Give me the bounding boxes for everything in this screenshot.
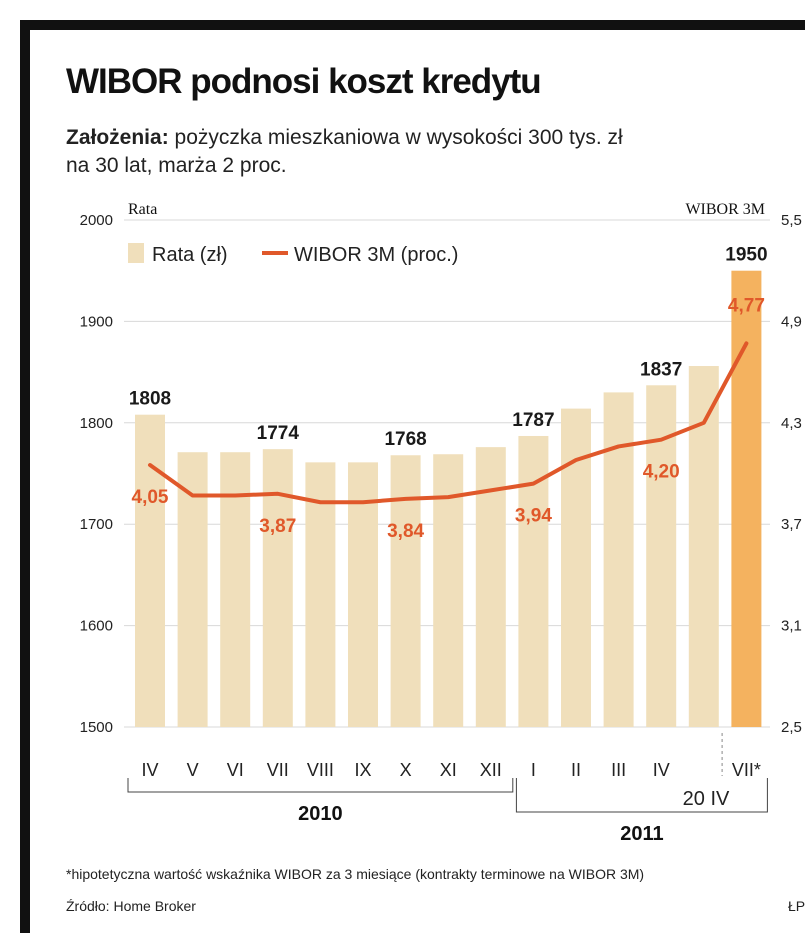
category-label: IX <box>354 760 371 780</box>
wibor-line-path <box>148 341 749 505</box>
source-note: Źródło: Home Broker <box>66 898 196 914</box>
category-label: XI <box>440 760 457 780</box>
bar <box>262 449 293 727</box>
left-tick-label: 1500 <box>80 719 113 736</box>
right-tick-label: 3,1 <box>781 618 802 635</box>
bar-value-label: 1950 <box>725 245 767 266</box>
right-tick-label: 3,7 <box>781 516 802 533</box>
bar <box>603 392 634 727</box>
bar <box>305 462 336 727</box>
year-label-2010: 2010 <box>298 803 343 825</box>
bar <box>731 270 762 727</box>
year-label-2011: 2011 <box>620 823 663 845</box>
footnote: *hipotetyczna wartość wskaźnika WIBOR za… <box>66 866 645 882</box>
chart-title: WIBOR podnosi koszt kredytu <box>66 62 542 101</box>
category-label: VI <box>227 760 244 780</box>
bar <box>348 462 378 727</box>
right-tick-label: 5,5 <box>781 212 802 229</box>
data-labels: 1808 1774 1768 1787 1837 1950 4,05 3,87 3,84 3,94… <box>129 245 768 542</box>
left-tick-label: 1700 <box>80 516 113 533</box>
category-label: II <box>571 760 581 780</box>
category-label: IV <box>141 760 158 780</box>
bar-value-label: 1787 <box>512 410 554 431</box>
right-tick-label: 4,3 <box>781 415 802 432</box>
left-tick-label: 2000 <box>80 212 113 229</box>
category-label: XII <box>480 760 502 780</box>
line-value-label: 3,94 <box>515 506 552 527</box>
bar <box>390 455 421 727</box>
right-axis-title: WIBOR 3M <box>685 201 765 218</box>
left-axis-title: Rata <box>128 201 157 218</box>
subtitle-lead: Założenia: <box>66 126 169 149</box>
category-label: I <box>531 760 536 780</box>
line-value-label: 4,77 <box>728 295 765 316</box>
category-label: III <box>611 760 626 780</box>
subtitle-line-2: na 30 lat, marża 2 proc. <box>66 154 287 177</box>
bar <box>135 414 165 727</box>
legend-line-label: WIBOR 3M (proc.) <box>294 244 458 266</box>
bracket-2011 <box>515 778 768 813</box>
line-value-label: 3,87 <box>259 516 296 537</box>
line-value-label: 4,05 <box>132 487 169 508</box>
left-tick-label: 1800 <box>80 415 113 432</box>
wibor-line <box>148 341 749 505</box>
bar-value-label: 1808 <box>129 389 171 410</box>
left-tick-label: 1900 <box>80 313 113 330</box>
subtitle-line-1: pożyczka mieszkaniowa w wysokości 300 ty… <box>168 126 623 149</box>
bar <box>220 452 251 727</box>
right-tick-label: 4,9 <box>781 313 802 330</box>
bar-value-label: 1774 <box>257 423 300 444</box>
legend-bar-label: Rata (zł) <box>152 244 228 266</box>
category-label: VIII <box>307 760 334 780</box>
axes: 1500 1600 1700 1800 1900 2000 2,5 3,1 3,7 4,3 4,9 5… <box>80 201 802 780</box>
category-label: VII <box>267 760 289 780</box>
category-label: IV <box>653 760 670 780</box>
chart-subtitle: Założenia: pożyczka mieszkaniowa w wysok… <box>66 124 623 180</box>
category-label: VII* <box>732 760 761 780</box>
line-value-label: 3,84 <box>387 521 424 542</box>
frame-left-border <box>20 20 30 933</box>
author-credit: ŁP <box>788 898 805 914</box>
legend-bar-swatch <box>128 243 144 263</box>
year-groups: 2010 20 IV 2011 <box>127 778 768 845</box>
left-tick-label: 1600 <box>80 618 113 635</box>
chart: 1808 1774 1768 1787 1837 1950 4,05 3,87 3,84 3,94… <box>80 201 802 845</box>
bar <box>177 452 208 727</box>
legend: Rata (zł) WIBOR 3M (proc.) <box>128 243 458 266</box>
bracket-2010 <box>127 778 514 793</box>
category-label: X <box>400 760 412 780</box>
bar <box>433 454 464 727</box>
right-tick-label: 2,5 <box>781 719 802 736</box>
bar-value-label: 1768 <box>384 429 426 450</box>
frame-top-border <box>20 20 805 30</box>
line-value-label: 4,20 <box>643 462 680 483</box>
bar-value-label: 1837 <box>640 359 682 380</box>
date-note: 20 IV <box>683 788 730 810</box>
category-label: V <box>187 760 199 780</box>
